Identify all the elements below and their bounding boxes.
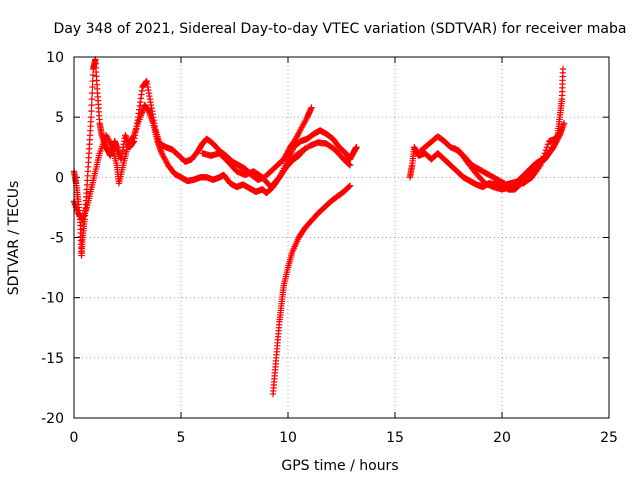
- data-marks: [70, 56, 568, 398]
- x-tick-label: 10: [279, 430, 297, 446]
- data-point: [129, 133, 137, 140]
- data-point: [542, 147, 550, 154]
- data-point: [275, 175, 282, 182]
- chart-title: Day 348 of 2021, Sidereal Day-to-day VTE…: [54, 21, 627, 37]
- series-deep-drop: [269, 182, 354, 398]
- x-tick-label: 25: [600, 430, 618, 446]
- y-tick-label: 0: [55, 170, 64, 186]
- series-late-track-c: [451, 126, 566, 188]
- y-tick-label: 5: [55, 110, 64, 126]
- data-point: [88, 95, 96, 103]
- y-tick-label: -20: [41, 411, 64, 427]
- data-point: [537, 162, 544, 169]
- data-point: [108, 142, 115, 149]
- series-early-track-a: [70, 56, 315, 259]
- data-point: [541, 150, 548, 157]
- data-point: [544, 141, 552, 148]
- y-tick-label: -15: [41, 351, 64, 367]
- plot-frame: [73, 56, 610, 419]
- y-tick-labels: -20 -15 -10 -5 0 5 10: [41, 50, 64, 427]
- data-point: [88, 107, 95, 115]
- x-tick-label: 20: [493, 430, 511, 446]
- series-midday-arc: [199, 127, 360, 191]
- x-tick-labels: 0 5 10 15 20 25: [70, 430, 618, 446]
- data-point: [88, 89, 96, 97]
- data-point: [560, 119, 568, 127]
- data-point: [540, 153, 547, 160]
- x-axis-label: GPS time / hours: [281, 458, 398, 474]
- data-point: [89, 77, 96, 85]
- x-tick-label: 15: [386, 430, 404, 446]
- y-tick-label: -10: [41, 291, 64, 307]
- data-point: [346, 162, 354, 169]
- x-tick-label: 5: [177, 430, 186, 446]
- data-point: [88, 101, 95, 109]
- data-point: [539, 156, 546, 163]
- y-axis-label: SDTVAR / TECUs: [6, 181, 22, 296]
- data-point: [89, 83, 96, 91]
- data-point: [536, 163, 543, 171]
- data-point: [89, 71, 97, 79]
- data-point: [538, 159, 545, 166]
- data-point: [346, 182, 354, 189]
- grid: [74, 57, 609, 418]
- data-point: [346, 183, 353, 190]
- y-tick-label: -5: [50, 231, 64, 247]
- data-point: [558, 126, 566, 133]
- data-point: [346, 161, 353, 168]
- series-midday-arc-lower: [284, 139, 354, 169]
- x-tick-label: 0: [70, 430, 79, 446]
- data-point: [353, 144, 360, 151]
- data-point: [557, 127, 565, 134]
- y-tick-label: 10: [46, 50, 64, 66]
- data-point: [308, 104, 315, 111]
- data-point: [559, 65, 567, 73]
- data-point: [543, 144, 551, 151]
- data-point: [87, 113, 95, 121]
